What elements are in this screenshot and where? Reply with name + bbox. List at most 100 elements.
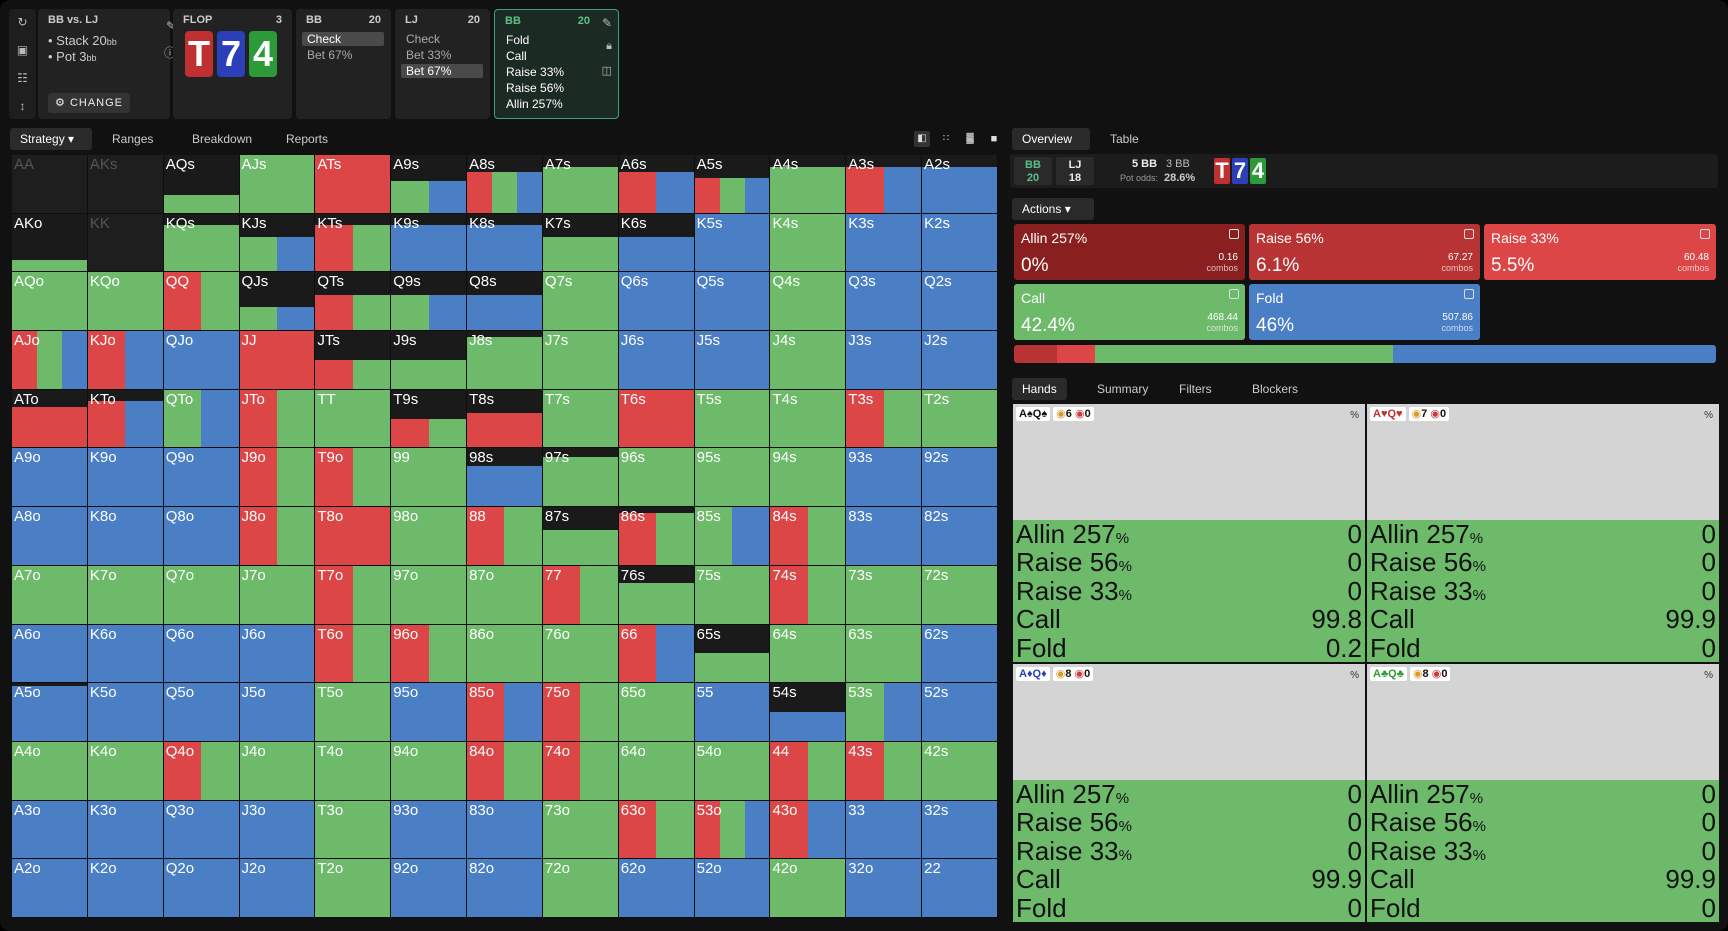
hand-cell-85s[interactable]: 85s bbox=[694, 507, 771, 566]
hand-cell-42s[interactable]: 42s bbox=[922, 741, 998, 801]
hand-cell-76o[interactable]: 76o bbox=[542, 624, 619, 684]
hand-cell-KTo[interactable]: KTo bbox=[87, 389, 164, 449]
hand-cell-K9o[interactable]: K9o bbox=[87, 448, 164, 508]
edit-icon[interactable]: ✎ bbox=[165, 19, 176, 33]
hand-cell-Q8s[interactable]: Q8s bbox=[467, 272, 543, 332]
hand-cell-T3s[interactable]: T3s bbox=[846, 389, 923, 449]
hand-cell-KQs[interactable]: KQs bbox=[163, 213, 240, 273]
hand-cell-KK[interactable]: KK bbox=[87, 213, 164, 273]
hand-cell-J7s[interactable]: J7s bbox=[542, 331, 619, 390]
hand-cell-53o[interactable]: 53o bbox=[694, 800, 771, 860]
node-bb-card[interactable]: BB 20 Check Bet 67% bbox=[296, 9, 391, 119]
hand-cell-KQo[interactable]: KQo bbox=[87, 272, 164, 332]
hand-card[interactable]: A♣Q♣ ◉8 ◉0 % Allin 257% 0 Raise 56% 0 Raise … bbox=[1367, 664, 1719, 922]
hand-cell-Q6s[interactable]: Q6s bbox=[618, 272, 695, 332]
hand-cell-J9o[interactable]: J9o bbox=[239, 448, 316, 508]
hand-cell-J6o[interactable]: J6o bbox=[239, 624, 316, 684]
action-box-call[interactable]: Call 42.4% 468.44 combos bbox=[1014, 284, 1245, 340]
hand-cell-K4o[interactable]: K4o bbox=[87, 741, 164, 801]
hand-cell-K6s[interactable]: K6s bbox=[618, 213, 695, 273]
hand-cell-65o[interactable]: 65o bbox=[618, 683, 695, 742]
hand-cell-A8o[interactable]: A8o bbox=[12, 507, 88, 566]
hand-cell-K2s[interactable]: K2s bbox=[922, 213, 998, 273]
hand-cell-K9s[interactable]: K9s bbox=[391, 213, 468, 273]
hand-cell-T9s[interactable]: T9s bbox=[391, 389, 468, 449]
option-allin-257[interactable]: Allin 257% bbox=[506, 97, 563, 111]
hand-cell-83o[interactable]: 83o bbox=[467, 800, 543, 860]
hand-cell-AJs[interactable]: AJs bbox=[239, 155, 316, 214]
percent-toggle[interactable]: % bbox=[1704, 410, 1713, 421]
hand-cell-54s[interactable]: 54s bbox=[770, 683, 847, 742]
hand-cell-QJo[interactable]: QJo bbox=[163, 331, 240, 390]
hand-cell-T4s[interactable]: T4s bbox=[770, 389, 847, 449]
percent-toggle[interactable]: % bbox=[1704, 670, 1713, 681]
hand-cell-AQo[interactable]: AQo bbox=[12, 272, 88, 332]
hand-cell-K3s[interactable]: K3s bbox=[846, 213, 923, 273]
hand-cell-T7s[interactable]: T7s bbox=[542, 389, 619, 449]
hand-cell-96s[interactable]: 96s bbox=[618, 448, 695, 508]
hand-cell-94s[interactable]: 94s bbox=[770, 448, 847, 508]
hand-cell-86o[interactable]: 86o bbox=[467, 624, 543, 684]
hand-card[interactable]: A♠Q♠ ◉6 ◉0 % Allin 257% 0 Raise 56% 0 Raise … bbox=[1013, 404, 1365, 662]
hand-cell-T5s[interactable]: T5s bbox=[694, 389, 771, 449]
hand-cell-82s[interactable]: 82s bbox=[922, 507, 998, 566]
hand-cell-A9o[interactable]: A9o bbox=[12, 448, 88, 508]
gamepad-icon[interactable]: ☷ bbox=[17, 71, 28, 85]
hand-cell-87o[interactable]: 87o bbox=[467, 565, 543, 625]
tab-strategy[interactable]: Strategy ▾ bbox=[10, 128, 92, 150]
tab-ranges[interactable]: Ranges bbox=[112, 132, 154, 146]
option-bet-67[interactable]: Bet 67% bbox=[307, 48, 353, 62]
hand-cell-ATs[interactable]: ATs bbox=[315, 155, 392, 214]
action-box-fold[interactable]: Fold 46% 507.86 combos bbox=[1249, 284, 1480, 340]
hand-cell-Q2o[interactable]: Q2o bbox=[163, 859, 240, 918]
hand-cell-A7s[interactable]: A7s bbox=[542, 155, 619, 214]
hand-cell-53s[interactable]: 53s bbox=[846, 683, 923, 742]
hand-cell-72o[interactable]: 72o bbox=[542, 859, 619, 918]
hand-cell-Q8o[interactable]: Q8o bbox=[163, 507, 240, 566]
hand-cell-J3s[interactable]: J3s bbox=[846, 331, 923, 390]
hand-cell-A6s[interactable]: A6s bbox=[618, 155, 695, 214]
hand-cell-KJs[interactable]: KJs bbox=[239, 213, 316, 273]
option-fold[interactable]: Fold bbox=[506, 33, 530, 47]
hand-cell-Q5o[interactable]: Q5o bbox=[163, 683, 240, 742]
hand-cell-64s[interactable]: 64s bbox=[770, 624, 847, 684]
hand-cell-J2o[interactable]: J2o bbox=[239, 859, 316, 918]
hand-cell-J8o[interactable]: J8o bbox=[239, 507, 316, 566]
hand-cell-93o[interactable]: 93o bbox=[391, 800, 468, 860]
hand-cell-64o[interactable]: 64o bbox=[618, 741, 695, 801]
option-raise-33[interactable]: Raise 33% bbox=[506, 65, 565, 79]
option-raise-56[interactable]: Raise 56% bbox=[506, 81, 565, 95]
hand-cell-Q9o[interactable]: Q9o bbox=[163, 448, 240, 508]
hand-cell-76s[interactable]: 76s bbox=[618, 565, 695, 625]
grid-medium-icon[interactable]: ▓ bbox=[966, 133, 974, 144]
hand-cell-33[interactable]: 33 bbox=[846, 800, 923, 860]
option-bet-33[interactable]: Bet 33% bbox=[406, 48, 452, 62]
hand-cell-J5s[interactable]: J5s bbox=[694, 331, 771, 390]
percent-toggle[interactable]: % bbox=[1350, 670, 1359, 681]
hand-cell-95s[interactable]: 95s bbox=[694, 448, 771, 508]
hand-cell-T8o[interactable]: T8o bbox=[315, 507, 392, 566]
hand-cell-QQ[interactable]: QQ bbox=[163, 272, 240, 332]
hand-cell-Q3s[interactable]: Q3s bbox=[846, 272, 923, 332]
hand-cell-K2o[interactable]: K2o bbox=[87, 859, 164, 918]
hand-cell-84o[interactable]: 84o bbox=[467, 741, 543, 801]
actions-dropdown[interactable]: Actions ▾ bbox=[1012, 198, 1094, 220]
hand-cell-T9o[interactable]: T9o bbox=[315, 448, 392, 508]
hand-cell-87s[interactable]: 87s bbox=[542, 507, 619, 566]
tab-overview[interactable]: Overview bbox=[1012, 128, 1090, 150]
hand-cell-T8s[interactable]: T8s bbox=[467, 389, 543, 449]
hand-cell-A3o[interactable]: A3o bbox=[12, 800, 88, 860]
hand-cell-75o[interactable]: 75o bbox=[542, 683, 619, 742]
hand-cell-55[interactable]: 55 bbox=[694, 683, 771, 742]
tab-breakdown[interactable]: Breakdown bbox=[192, 132, 253, 146]
hand-cell-J7o[interactable]: J7o bbox=[239, 565, 316, 625]
hand-cell-54o[interactable]: 54o bbox=[694, 741, 771, 801]
hand-cell-K7s[interactable]: K7s bbox=[542, 213, 619, 273]
hand-cell-98o[interactable]: 98o bbox=[391, 507, 468, 566]
hand-cell-72s[interactable]: 72s bbox=[922, 565, 998, 625]
hand-cell-J5o[interactable]: J5o bbox=[239, 683, 316, 742]
hand-cell-ATo[interactable]: ATo bbox=[12, 389, 88, 449]
hand-cell-94o[interactable]: 94o bbox=[391, 741, 468, 801]
hand-cell-J3o[interactable]: J3o bbox=[239, 800, 316, 860]
hand-cell-AQs[interactable]: AQs bbox=[163, 155, 240, 214]
